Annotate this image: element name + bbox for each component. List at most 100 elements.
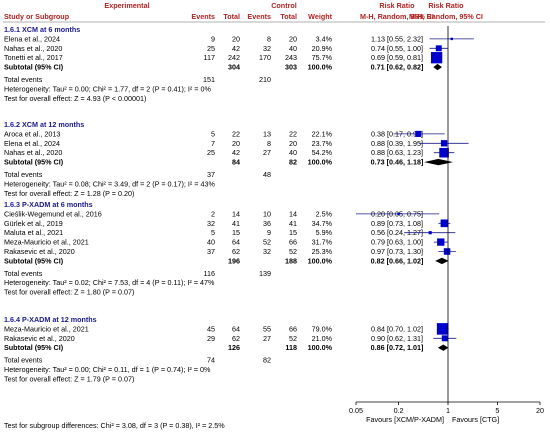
total-experimental: 64 [232, 324, 240, 333]
header-risk-ratio: Risk Ratio [379, 1, 415, 10]
total-experimental: 62 [232, 247, 240, 256]
favours-right-label: Favours [CTG] [452, 415, 499, 424]
effect-square [440, 219, 449, 228]
header-plot-method: M-H, Random, 95% CI [409, 12, 483, 21]
subtotal-weight: 100.0% [308, 158, 333, 167]
events-experimental: 2 [211, 209, 215, 218]
header-total-ctl: Total [280, 12, 297, 21]
events-control: 27 [263, 334, 271, 343]
total-events-label: Total events [4, 269, 43, 278]
total-control: 52 [289, 247, 297, 256]
study-weight: 79.0% [312, 324, 333, 333]
study-name: Meza-Mauricio et al., 2021 [4, 324, 89, 333]
total-events-experimental: 74 [207, 356, 215, 365]
total-experimental: 64 [232, 238, 240, 247]
study-name: Gürlek et al., 2019 [4, 219, 63, 228]
events-experimental: 40 [207, 238, 215, 247]
total-experimental: 20 [232, 34, 240, 43]
heterogeneity-text: Heterogeneity: Tau² = 0.08; Chi² = 3.49,… [4, 179, 216, 188]
study-weight: 25.3% [312, 247, 333, 256]
header-rr-method: M-H, Random, 95% CI [360, 12, 434, 21]
total-control: 66 [289, 324, 297, 333]
subgroup-title: 1.6.2 XCM at 12 months [4, 120, 84, 129]
total-control: 14 [289, 209, 297, 218]
events-experimental: 32 [207, 219, 215, 228]
x-tick-label: 0.05 [349, 406, 363, 415]
study-name: Meza-Mauricio et al., 2021 [4, 238, 89, 247]
study-rr-ci: 0.89 [0.73, 1.08] [371, 219, 423, 228]
total-experimental: 42 [232, 44, 240, 53]
overall-effect-text: Test for overall effect: Z = 1.80 (P = 0… [4, 288, 134, 297]
total-control: 22 [289, 129, 297, 138]
study-weight: 3.4% [316, 34, 333, 43]
header-experimental: Experimental [104, 1, 149, 10]
study-weight: 23.7% [312, 139, 333, 148]
study-rr-ci: 0.88 [0.63, 1.23] [371, 148, 423, 157]
events-control: 8 [267, 34, 271, 43]
events-experimental: 29 [207, 334, 215, 343]
subtotal-diamond [435, 257, 449, 265]
events-experimental: 9 [211, 34, 215, 43]
effect-square [450, 37, 453, 41]
study-name: Elena et al., 2024 [4, 139, 60, 148]
total-control: 52 [289, 334, 297, 343]
total-experimental: 242 [228, 53, 240, 62]
x-tick-label: 5 [495, 406, 499, 415]
header-events-exp: Events [191, 12, 215, 21]
events-control: 27 [263, 148, 271, 157]
effect-square [435, 45, 442, 52]
x-tick-label: 1 [446, 406, 450, 415]
subtotal-diamond [424, 158, 454, 166]
effect-square [397, 212, 400, 216]
total-events-control: 139 [259, 269, 271, 278]
total-control: 40 [289, 44, 297, 53]
subtotal-weight: 100.0% [308, 63, 333, 72]
subtotal-total-control: 82 [289, 158, 297, 167]
header-plot-risk-ratio: Risk Ratio [428, 1, 464, 10]
subtotal-weight: 100.0% [308, 343, 333, 352]
total-control: 41 [289, 219, 297, 228]
total-experimental: 41 [232, 219, 240, 228]
events-control: 9 [267, 228, 271, 237]
total-events-control: 82 [263, 356, 271, 365]
total-events-label: Total events [4, 75, 43, 84]
x-tick-label: 0.2 [394, 406, 404, 415]
events-control: 36 [263, 219, 271, 228]
header-control: Control [271, 1, 297, 10]
events-control: 8 [267, 139, 271, 148]
subgroup-title: 1.6.4 P-XADM at 12 months [4, 315, 97, 324]
effect-square [415, 130, 422, 137]
study-rr-ci: 0.84 [0.70, 1.02] [371, 324, 423, 333]
study-rr-ci: 1.13 [0.55, 2.32] [371, 34, 423, 43]
effect-square [439, 147, 449, 158]
header-total-exp: Total [223, 12, 240, 21]
effect-square [436, 323, 449, 335]
events-control: 10 [263, 209, 271, 218]
subtotal-total-control: 118 [285, 343, 297, 352]
study-name: Rakasevic et al., 2020 [4, 247, 75, 256]
subgroup-title: 1.6.1 XCM at 6 months [4, 25, 80, 34]
events-experimental: 25 [207, 148, 215, 157]
study-rr-ci: 0.69 [0.59, 0.81] [371, 53, 423, 62]
header-events-ctl: Events [247, 12, 271, 21]
events-experimental: 37 [207, 247, 215, 256]
events-experimental: 117 [204, 53, 215, 62]
total-control: 66 [289, 238, 297, 247]
total-control: 15 [289, 228, 297, 237]
subtotal-label: Subtotal (95% CI) [4, 256, 64, 265]
subtotal-rr-ci: 0.71 [0.62, 0.82] [371, 63, 424, 72]
study-weight: 21.0% [312, 334, 333, 343]
total-control: 243 [285, 53, 297, 62]
effect-square [428, 231, 432, 235]
effect-square [443, 248, 451, 255]
events-control: 32 [263, 247, 271, 256]
effect-square [430, 52, 443, 64]
overall-effect-text: Test for overall effect: Z = 1.28 (P = 0… [4, 189, 134, 198]
study-name: Rakasevic et al., 2020 [4, 334, 75, 343]
heterogeneity-text: Heterogeneity: Tau² = 0.00; Chi² = 1.77,… [4, 84, 212, 93]
subtotal-total-control: 303 [285, 63, 297, 72]
events-control: 13 [263, 129, 271, 138]
study-name: Maluta et al., 2021 [4, 228, 63, 237]
study-weight: 5.9% [316, 228, 333, 237]
